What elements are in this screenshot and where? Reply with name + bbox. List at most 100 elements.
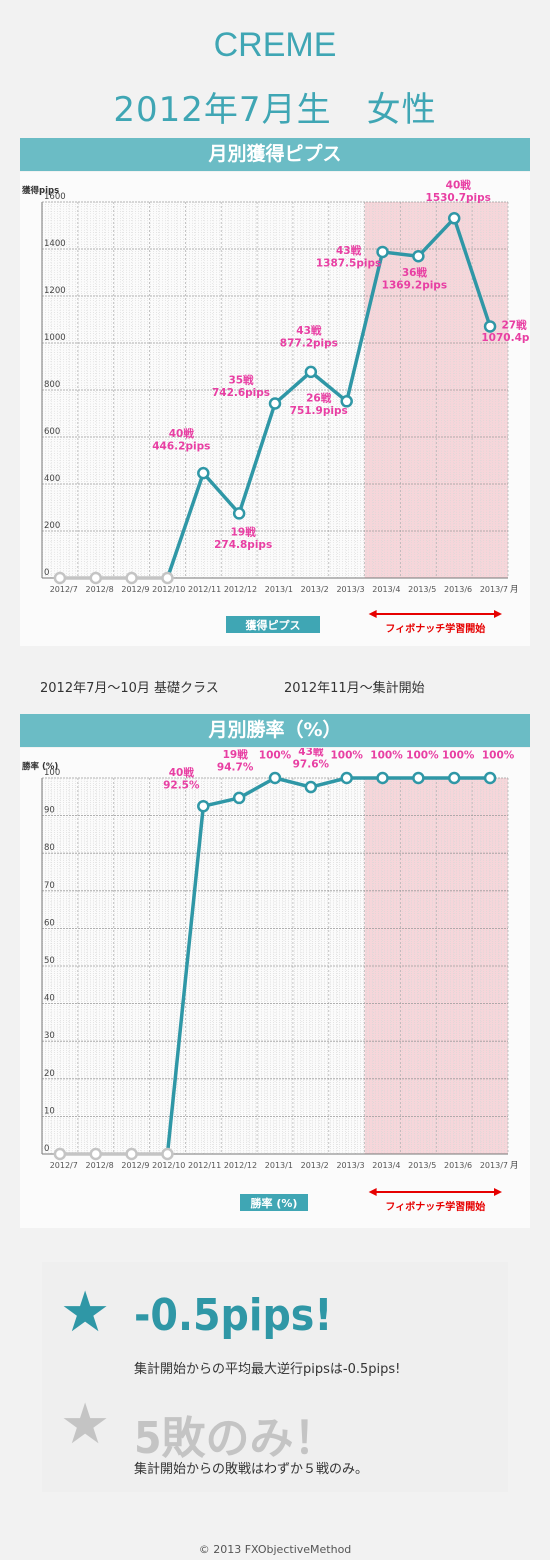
x-tick-label: 2012/8 — [86, 585, 114, 594]
x-tick-label: 2012/7 — [50, 585, 78, 594]
y-tick-label: 40 — [44, 994, 55, 1004]
y-tick-label: 20 — [44, 1069, 55, 1079]
data-point — [89, 1147, 103, 1161]
series-segment — [452, 217, 492, 328]
star-icon-teal: ★ — [60, 1280, 111, 1345]
y-tick-label: 400 — [44, 474, 60, 484]
data-point — [447, 212, 461, 225]
loss-count-desc: 集計開始からの敗戦はわずか５戦のみ。 — [134, 1462, 369, 1477]
x-tick-label: 2013/4 — [372, 585, 400, 594]
summary-panel: ★ -0.5pips! 集計開始からの平均最大逆行pipsは-0.5pips! … — [42, 1262, 508, 1492]
x-tick-label: 2013/2 — [301, 1161, 329, 1170]
data-label-value: 446.2pips — [152, 441, 210, 453]
y-tick-label: 90 — [44, 806, 55, 816]
data-point — [268, 397, 282, 410]
legend-box — [240, 1194, 308, 1211]
x-axis-unit: 月 — [510, 585, 519, 595]
chart1-panel: 0 200 400 600 800 1000 1200 1400 1600 獲得pips 月 2012… — [20, 172, 547, 646]
x-tick-label: 2013/5 — [408, 1161, 436, 1170]
series-segment — [273, 370, 313, 405]
series-segment — [202, 471, 241, 515]
y-tick-label: 0 — [44, 1144, 49, 1154]
data-point — [89, 571, 103, 585]
x-tick-label: 2012/10 — [152, 1161, 185, 1170]
x-axis-unit: 月 — [510, 1161, 519, 1171]
note-count-start: 2012年11月〜集計開始 — [284, 681, 425, 696]
data-point — [125, 571, 138, 585]
data-point — [447, 771, 461, 785]
data-label-value: 1387.5pips — [316, 257, 381, 269]
annotation-text: フィボナッチ学習開始 — [385, 622, 485, 635]
brand-name: CREME — [213, 26, 337, 64]
chart2-panel: 0 10 20 30 40 50 60 70 80 90 100 勝率 (%) 月 2012/7 2012/… — [20, 736, 530, 1228]
data-label-battles: 26戦 — [306, 391, 332, 404]
data-label-value: 1070.4pips — [481, 332, 530, 344]
data-point — [412, 771, 425, 785]
y-tick-label: 0 — [44, 568, 49, 578]
y-tick-label: 100 — [44, 768, 60, 778]
x-tick-label: 2012/9 — [121, 1161, 149, 1170]
annotation-arrow-left-head — [368, 1188, 377, 1196]
data-point — [197, 799, 210, 813]
data-label-value: 742.6pips — [212, 387, 270, 399]
y-tick-label: 1200 — [44, 286, 66, 296]
x-tick-label: 2012/8 — [86, 1161, 114, 1170]
data-point — [161, 571, 174, 585]
y-tick-label: 80 — [44, 843, 55, 853]
x-tick-label: 2012/10 — [152, 585, 185, 594]
avg-drawdown-stat: -0.5pips! — [134, 1290, 333, 1341]
data-label-battles: 40戦 — [446, 178, 472, 191]
data-point — [376, 771, 389, 785]
x-tick-label: 2012/12 — [224, 585, 257, 594]
y-tick-label: 1600 — [44, 192, 66, 202]
data-point — [125, 1147, 138, 1161]
x-tick-label: 2013/3 — [336, 585, 364, 594]
data-label-battles: 19戦 — [231, 525, 257, 538]
data-label-battles: 40戦 — [169, 766, 195, 779]
x-tick-label: 2013/6 — [444, 585, 472, 594]
data-label-battles: 40戦 — [169, 427, 195, 440]
legend-box — [226, 616, 320, 633]
data-point — [232, 791, 246, 805]
annotation-arrow-right-head — [494, 1188, 502, 1196]
series-segment — [309, 370, 348, 403]
y-tick-label: 1000 — [44, 333, 66, 343]
data-label-battles: 43戦 — [296, 324, 322, 337]
data-point — [304, 780, 318, 794]
x-tick-label: 2012/9 — [121, 585, 149, 594]
series-segment — [238, 776, 276, 800]
note-basic-class: 2012年7月〜10月 基礎クラス — [40, 681, 219, 696]
x-tick-label: 2012/7 — [50, 1161, 78, 1170]
data-label-value: 1530.7pips — [426, 192, 491, 204]
data-point — [268, 771, 282, 785]
data-label-value: 751.9pips — [290, 405, 348, 417]
y-tick-label: 200 — [44, 521, 60, 531]
data-label-value: 97.6% — [293, 759, 330, 771]
series-segment — [417, 217, 456, 258]
avg-drawdown-desc: 集計開始からの平均最大逆行pipsは-0.5pips! — [134, 1362, 401, 1377]
data-label-value: 100% — [442, 750, 475, 762]
data-label-value: 94.7% — [217, 761, 254, 773]
legend-label: 勝率 (%) — [251, 1196, 298, 1210]
data-label-battles: 43戦 — [336, 244, 362, 257]
x-tick-label: 2013/6 — [444, 1161, 472, 1170]
data-label-value: 100% — [370, 750, 403, 762]
x-tick-label: 2013/7 — [480, 585, 508, 594]
y-tick-label: 70 — [44, 881, 55, 891]
copyright: © 2013 FXObjectiveMethod — [198, 1543, 352, 1556]
y-tick-label: 50 — [44, 956, 55, 966]
data-point — [197, 466, 210, 480]
data-label-value: 1369.2pips — [382, 280, 447, 292]
data-label-value: 100% — [259, 750, 292, 762]
data-point — [483, 771, 497, 785]
x-tick-label: 2012/12 — [224, 1161, 257, 1170]
data-label-battles: 27戦 — [502, 318, 528, 331]
data-point — [232, 507, 246, 520]
series-segment — [237, 402, 277, 514]
data-label-battles: 19戦 — [223, 748, 249, 761]
y-axis-title: 勝率 (%) — [22, 761, 58, 772]
data-point — [161, 1147, 174, 1161]
x-tick-label: 2013/1 — [265, 1161, 293, 1170]
